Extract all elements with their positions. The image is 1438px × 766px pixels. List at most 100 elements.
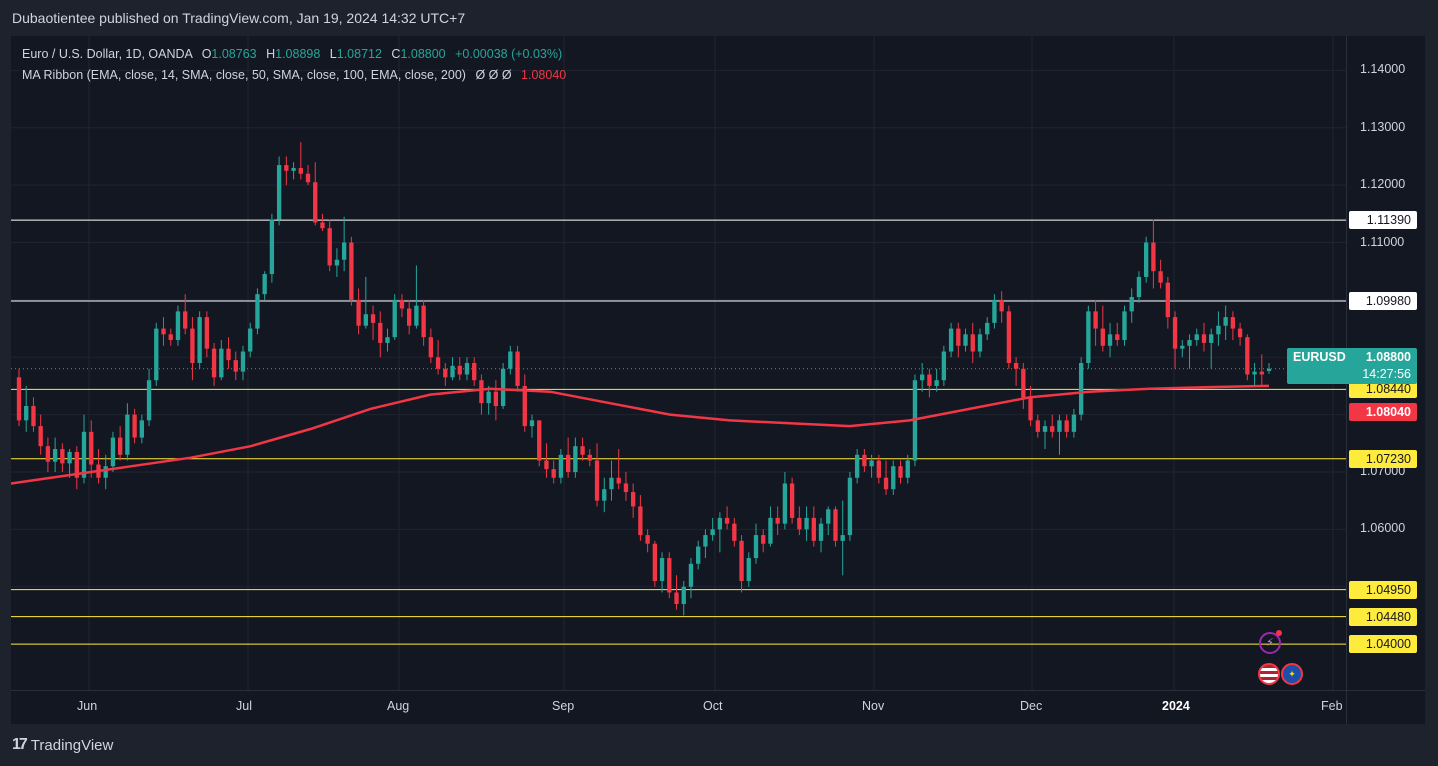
candle-body <box>927 374 932 386</box>
candle-body <box>1237 328 1243 338</box>
candle-body <box>594 460 600 501</box>
candle-body <box>1216 325 1221 335</box>
candle-body <box>602 489 607 501</box>
candle-body <box>746 558 751 581</box>
candle-body <box>356 299 361 326</box>
candle-body <box>349 242 354 300</box>
level-price-tag: 1.11390 <box>1349 211 1417 230</box>
candle-body <box>703 535 708 547</box>
candle-body <box>161 328 166 335</box>
candle-body <box>1201 334 1207 343</box>
candle-body <box>630 492 636 507</box>
candle-body <box>840 535 845 541</box>
ma200-price-tag: 1.08040 <box>1349 403 1417 422</box>
legend-symbol[interactable]: Euro / U.S. Dollar, 1D, OANDA <box>22 47 193 61</box>
candle-body <box>110 437 116 467</box>
candle-body <box>269 219 275 275</box>
candle-body <box>183 311 188 329</box>
level-price-tag: 1.04950 <box>1349 580 1417 599</box>
y-tick-label: 1.12000 <box>1360 177 1406 192</box>
candle-body <box>717 517 723 530</box>
candle-body <box>609 477 614 490</box>
lightning-icon[interactable]: ⚡ <box>1259 632 1281 654</box>
candle-body <box>1050 426 1055 432</box>
candle-body <box>667 558 672 593</box>
candle-body <box>1230 317 1236 329</box>
candle-body <box>407 308 412 326</box>
price-chart[interactable] <box>11 36 1346 690</box>
chart-frame[interactable] <box>11 36 1425 724</box>
candle-body <box>681 586 686 604</box>
y-tick-label: 1.13000 <box>1360 119 1406 134</box>
candle-body <box>977 334 983 352</box>
candle-body <box>1064 420 1069 432</box>
candle-body <box>67 451 72 464</box>
plot-area[interactable] <box>11 36 1346 690</box>
candle-body <box>175 311 181 341</box>
tradingview-logo[interactable]: 17 TradingView <box>12 736 113 754</box>
y-tick-label: 1.11000 <box>1360 234 1405 249</box>
candle-body <box>1071 414 1077 432</box>
candle-body <box>117 437 123 455</box>
x-tick-label: Feb <box>1321 699 1343 713</box>
legend-ma-title[interactable]: MA Ribbon (EMA, close, 14, SMA, close, 5… <box>22 68 466 82</box>
candle-body <box>854 454 860 478</box>
candle-body <box>992 299 997 323</box>
y-tick-label: 1.14000 <box>1360 62 1406 77</box>
candle-body <box>240 351 246 372</box>
candle-body <box>696 546 701 564</box>
candle-body <box>862 454 867 467</box>
candle-body <box>190 328 195 363</box>
candle-body <box>103 466 108 478</box>
candle-body <box>522 385 527 427</box>
candle-body <box>580 446 585 455</box>
candle-body <box>500 368 506 407</box>
candle-body <box>146 380 152 421</box>
candle-body <box>659 558 665 581</box>
candle-body <box>464 363 470 375</box>
current-price: 1.08800 <box>1365 350 1411 364</box>
candle-body <box>276 165 282 220</box>
published-info: Dubaotientee published on TradingView.co… <box>12 10 466 26</box>
candle-body <box>1086 311 1091 363</box>
ma200-line <box>11 384 1270 485</box>
candle-body <box>891 466 896 490</box>
level-price-tag: 1.08440 <box>1349 380 1417 399</box>
candle-body <box>298 167 303 174</box>
candle-body <box>761 535 766 544</box>
candle-body <box>291 167 296 171</box>
candle-body <box>508 351 513 369</box>
candle-body <box>320 222 325 229</box>
candle-body <box>204 317 210 349</box>
x-tick-label: Jun <box>77 699 98 713</box>
candle-body <box>1057 420 1062 432</box>
candle-body <box>38 426 43 447</box>
candle-body <box>363 314 368 326</box>
candle-body <box>1151 242 1156 272</box>
legend-change: +0.00038 (+0.03%) <box>455 47 563 61</box>
candle-body <box>81 431 87 478</box>
legend-high-value: 1.08898 <box>275 47 321 61</box>
candle-body <box>869 460 874 467</box>
candle-body <box>847 477 853 536</box>
bar-countdown: 14:27:56 <box>1362 367 1411 381</box>
candle-body <box>479 380 484 404</box>
candle-body <box>537 420 542 461</box>
candle-body <box>985 322 990 335</box>
candle-body <box>24 406 29 421</box>
us-flag-icon[interactable] <box>1258 663 1280 685</box>
candle-body <box>674 592 679 604</box>
candle-body <box>732 523 737 541</box>
candle-body <box>154 328 159 381</box>
candle-body <box>999 299 1004 312</box>
legend-low-label: L <box>329 47 337 61</box>
candle-body <box>898 466 903 478</box>
candle-body <box>645 535 650 544</box>
candle-body <box>52 449 58 462</box>
candle-body <box>811 517 816 541</box>
level-price-tag: 1.09980 <box>1349 292 1417 311</box>
tradingview-brand: TradingView <box>30 736 114 754</box>
candle-body <box>168 334 173 341</box>
candle-body <box>739 540 744 581</box>
eu-flag-icon[interactable]: ✦ <box>1281 663 1303 685</box>
